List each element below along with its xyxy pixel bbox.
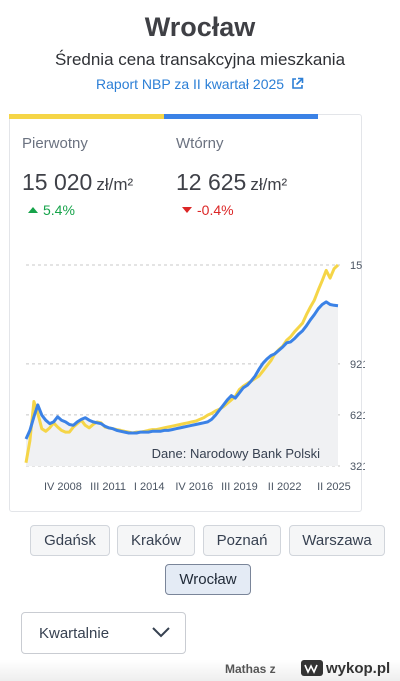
arrow-down-icon	[182, 207, 192, 213]
external-link-icon	[291, 77, 304, 93]
chart-area-fill	[26, 301, 338, 466]
x-tick-label: II 2025	[317, 481, 351, 493]
y-tick-label: 3211	[350, 461, 365, 473]
primary-price-value: 15 020	[22, 169, 93, 195]
series-line	[24, 300, 339, 440]
x-tick-label: IV 2016	[175, 481, 213, 493]
x-tick-label: III 2011	[90, 481, 126, 493]
page-subtitle: Średnia cena transakcyjna mieszkania	[54, 50, 346, 69]
wykop-logo: wykop.pl	[300, 658, 398, 678]
x-tick-label: IV 2008	[44, 481, 82, 493]
y-tick-label: 6211	[350, 410, 365, 422]
y-tick-label: 9211	[350, 359, 365, 371]
x-tick-label: I 2014	[134, 481, 165, 493]
primary-market-indicator	[9, 114, 164, 119]
city-button-warszawa[interactable]: Warszawa	[289, 525, 385, 556]
primary-price-unit: zł/m²	[96, 175, 134, 194]
watermark-username: Mathas z	[225, 662, 276, 676]
price-chart-svg: 3211 6211 9211 15 020 Dane: Narodowy Bank Po…	[24, 260, 365, 493]
secondary-change: -0.4%	[182, 202, 234, 218]
page-title: Wrocław	[144, 12, 256, 42]
chevron-down-icon	[151, 625, 171, 644]
city-button-gdansk[interactable]: Gdańsk	[30, 525, 110, 556]
y-tick-label: 15 020	[350, 260, 365, 272]
secondary-price-unit: zł/m²	[250, 175, 288, 194]
secondary-price-value: 12 625	[176, 169, 247, 195]
secondary-market-indicator	[164, 114, 318, 119]
primary-market-price: 15 020 zł/m²	[22, 169, 133, 196]
city-button-krakow[interactable]: Kraków	[117, 525, 195, 556]
primary-change: 5.4%	[28, 202, 75, 218]
x-tick-label: II 2022	[268, 481, 302, 493]
arrow-up-icon	[28, 207, 38, 213]
period-select[interactable]: Kwartalnie	[21, 612, 186, 654]
secondary-market-price: 12 625 zł/m²	[176, 169, 287, 196]
primary-change-value: 5.4%	[43, 202, 75, 218]
report-link-prefix: Raport NBP za	[96, 76, 194, 92]
price-chart: 3211 6211 9211 15 020 Dane: Narodowy Bank Po…	[20, 250, 365, 500]
period-select-value: Kwartalnie	[39, 625, 110, 642]
x-tick-label: III 2019	[221, 481, 258, 493]
footer-bar	[0, 660, 400, 681]
report-link-period: II kwartał 2025	[193, 76, 285, 92]
chart-source-note: Dane: Narodowy Bank Polski	[152, 446, 320, 461]
city-button-wroclaw[interactable]: Wrocław	[165, 564, 251, 595]
report-link[interactable]: Raport NBP za II kwartał 2025	[0, 76, 400, 93]
secondary-market-label: Wtórny	[176, 135, 224, 152]
primary-market-label: Pierwotny	[22, 135, 88, 152]
city-button-poznan[interactable]: Poznań	[203, 525, 281, 556]
wykop-logo-text: wykop.pl	[325, 660, 390, 677]
secondary-change-value: -0.4%	[197, 202, 234, 218]
